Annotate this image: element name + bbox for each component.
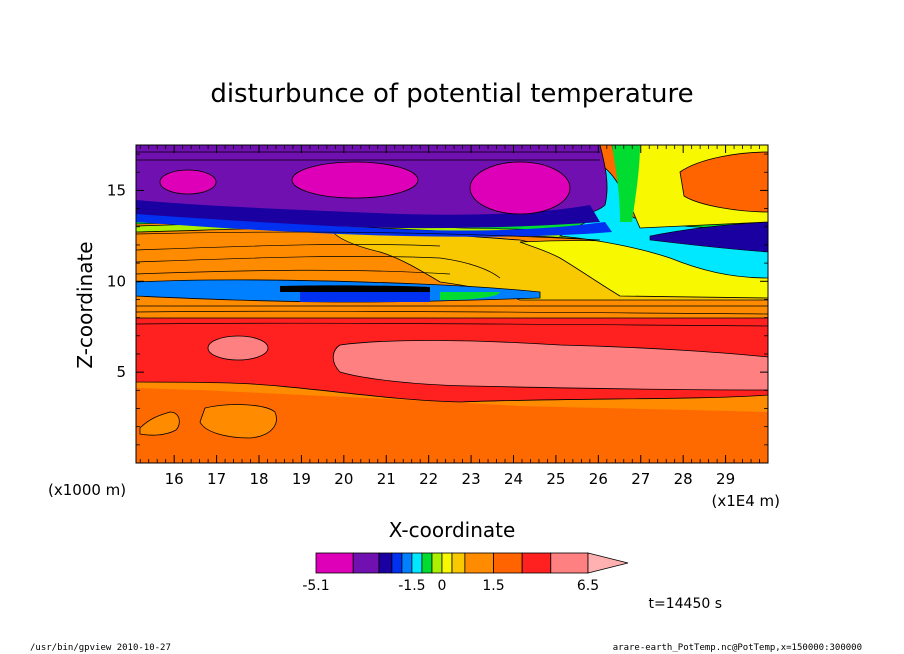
y-axis: 5 10 15 <box>107 153 768 446</box>
chart-title: disturbunce of potential temperature <box>210 79 693 109</box>
y-tick-label: 10 <box>107 272 126 290</box>
colorbar-segment <box>550 552 589 574</box>
x-tick-label: 19 <box>292 470 311 488</box>
x-tick-label: 27 <box>631 470 650 488</box>
time-label: t=14450 s <box>649 596 723 612</box>
field-navy-band <box>136 200 600 229</box>
x-tick-label: 17 <box>207 470 226 488</box>
field-orange-lower-patch <box>199 404 277 439</box>
field-magenta-3 <box>469 161 571 215</box>
colorbar-segment <box>431 552 443 574</box>
colorbar-segment <box>391 552 403 574</box>
field-pink-small <box>207 335 269 361</box>
colorbar-label: 1.5 <box>482 578 504 594</box>
field-topright-orange <box>679 151 768 213</box>
colorbar-segment <box>411 552 423 574</box>
colorbar-segment <box>401 552 413 574</box>
x-tick-label: 29 <box>716 470 735 488</box>
x-tick-label: 25 <box>546 470 565 488</box>
colorbar-segment <box>378 552 393 574</box>
colorbar-label: 6.5 <box>577 578 599 594</box>
x-tick-label: 20 <box>334 470 353 488</box>
field-topright-green <box>612 145 640 222</box>
x-exponent-label: (x1E4 m) <box>711 492 780 510</box>
colorbar-label: -1.5 <box>398 578 425 594</box>
y-axis-title: Z-coordinate <box>73 241 97 368</box>
colorbar-segment <box>493 552 523 574</box>
x-tick-label: 21 <box>377 470 396 488</box>
field-black-streak <box>280 285 430 292</box>
colorbar-segment <box>315 552 354 574</box>
field-orange-left-wiggle <box>139 411 180 436</box>
colorbar-extend-arrow <box>587 552 629 574</box>
x-tick-label: 28 <box>674 470 693 488</box>
field-magenta-1 <box>159 169 217 195</box>
contour-lines <box>136 151 768 327</box>
colorbar: -5.1 -1.5 0 1.5 6.5 <box>302 552 629 594</box>
x-tick-label: 16 <box>165 470 184 488</box>
y-tick-label: 15 <box>107 181 126 199</box>
plot-frame <box>135 144 769 464</box>
colorbar-label: -5.1 <box>302 578 329 594</box>
field-green-streak <box>440 292 500 300</box>
field-blue-layer <box>300 290 430 302</box>
colorbar-segment <box>521 552 552 574</box>
field-navy-tongue <box>649 221 768 253</box>
colorbar-segment <box>352 552 380 574</box>
x-tick-label: 23 <box>462 470 481 488</box>
footer-left: /usr/bin/gpview 2010-10-27 <box>30 643 171 653</box>
colorbar-segment <box>441 552 453 574</box>
y-tick-label: 5 <box>116 363 126 381</box>
x-tick-label: 24 <box>504 470 523 488</box>
contour-field <box>136 145 768 463</box>
colorbar-segment <box>451 552 466 574</box>
x-tick-label: 26 <box>589 470 608 488</box>
colorbar-segment <box>464 552 494 574</box>
x-axis-title: X-coordinate <box>389 518 516 542</box>
x-axis: 16 17 18 19 20 21 22 23 24 25 26 27 28 29 <box>139 145 760 488</box>
colorbar-label: 0 <box>438 578 447 594</box>
field-pink-patch <box>332 340 768 391</box>
field-blue-band <box>136 214 612 237</box>
x-unit-label: (x1000 m) <box>48 481 126 499</box>
colorbar-segment <box>421 552 433 574</box>
footer-right: arare-earth_PotTemp.nc@PotTemp,x=150000:… <box>613 643 862 653</box>
x-tick-label: 18 <box>249 470 268 488</box>
field-magenta-2 <box>291 161 419 199</box>
x-tick-label: 22 <box>419 470 438 488</box>
